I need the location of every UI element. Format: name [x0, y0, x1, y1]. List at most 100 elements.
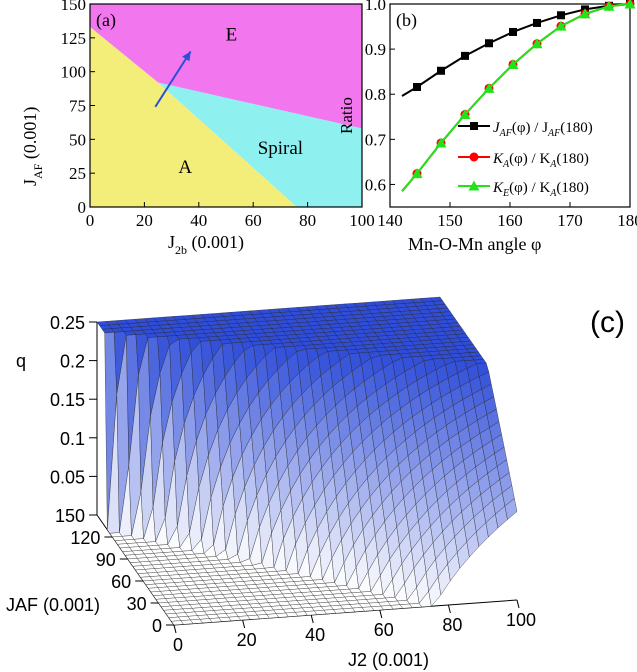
arrow-shaft: [154, 50, 192, 108]
legend-part: A: [502, 159, 510, 170]
x-tick-mark: [242, 619, 246, 629]
phase-axis-ticks: 0 20 40 60 80 100 0 25 50 75 100 125 150: [61, 0, 375, 230]
x-tick-mark: [516, 599, 520, 609]
z-tick-label: 0.05: [50, 467, 85, 487]
surface-cell: [504, 498, 518, 520]
region-a: [90, 27, 297, 207]
z-tick-label: 0.25: [50, 313, 85, 333]
y-tick-label: 150: [61, 0, 87, 14]
x-tick-label: 80: [442, 615, 462, 635]
triangle-marker: [483, 82, 495, 93]
x-tick-label: 60: [245, 211, 262, 230]
square-marker: [533, 18, 541, 27]
region-spiral: [158, 82, 362, 207]
x-tick-mark: [379, 609, 383, 619]
y-tick-label: 100: [61, 63, 87, 82]
ratio-y-axis-label: Ratio: [337, 97, 356, 134]
square-marker: [557, 11, 565, 20]
y-tick-label: 25: [69, 164, 86, 183]
y-tick-label: 0: [152, 616, 162, 636]
phase-x-axis-label: J2b (0.001): [168, 232, 244, 257]
x-tick-label: 20: [136, 211, 153, 230]
x-tick-label: 180: [617, 211, 637, 230]
legend-part: (180): [556, 151, 589, 167]
x-tick-label: 170: [557, 211, 583, 230]
legend-part: (180): [560, 120, 593, 136]
panel-label-c: (c): [590, 306, 625, 339]
phase-diagram-panel: A Spiral E 0 20 40 60 80 100 0 25 50 75 100 125 150 (a…: [20, 0, 375, 257]
triangle-marker: [555, 20, 567, 31]
region-label-e: E: [226, 25, 238, 46]
legend-part: (φ) / J: [512, 120, 548, 136]
surface-panel: 0 20 40 60 80 10003060901201500.050.10.150.20…: [6, 296, 625, 670]
legend-part: J: [493, 120, 501, 136]
y-tick-label: 125: [61, 29, 87, 48]
phase-regions: A Spiral E: [90, 4, 362, 207]
y-tick-label: 60: [111, 572, 131, 592]
triangle-marker: [603, 0, 615, 11]
phase-y-axis-label: JAF (0.001): [20, 107, 45, 186]
x-tick-label: 100: [349, 211, 375, 230]
y-tick-label: 0.7: [365, 130, 387, 149]
x-tick-label: 160: [497, 211, 523, 230]
triangle-marker: [468, 180, 480, 191]
legend-part: A: [549, 159, 557, 170]
square-marker: [470, 122, 478, 130]
square-marker: [413, 83, 421, 92]
triangle-marker: [435, 137, 447, 148]
legend-part: A: [549, 188, 557, 199]
panel-label-b: (b): [396, 10, 417, 31]
ratio-series: [401, 0, 636, 192]
legend-part: K: [492, 180, 504, 196]
surface-x-axis-label: J2 (0.001): [348, 650, 429, 670]
ratio-x-axis-label: Mn-O-Mn angle φ: [408, 234, 541, 254]
legend-part: (φ) / K: [509, 180, 550, 196]
series-2: [401, 0, 636, 192]
x-tick-label: 40: [190, 211, 207, 230]
y-tick-label: 30: [127, 594, 147, 614]
y-tick-label: 0.8: [365, 85, 386, 104]
circle-marker: [469, 152, 479, 162]
y-tick-label: 150: [55, 506, 85, 526]
legend-entry: KA(φ) / KA(180): [492, 151, 589, 170]
legend-part: (180): [556, 180, 589, 196]
surface-mesh: [96, 296, 518, 626]
y-tick-label: 0.6: [365, 175, 386, 194]
ratio-axis-ticks: 140 150 160 170 180 0.6 0.7 0.8 0.9 1.0: [365, 0, 637, 230]
surface-z-axis-label: q: [16, 351, 26, 371]
region-label-spiral: Spiral: [258, 138, 303, 159]
triangle-marker: [459, 109, 471, 120]
surface-y-axis-label: JAF (0.001): [6, 595, 100, 615]
surface-axis-ticks: 0 20 40 60 80 10003060901201500.050.10.150.20…: [50, 313, 536, 655]
triangle-marker: [411, 168, 423, 179]
series-line: [401, 3, 631, 97]
legend-entry: KE(φ) / KA(180): [492, 180, 589, 199]
x-tick-label: 100: [506, 610, 536, 630]
z-tick-label: 0.15: [50, 390, 85, 410]
z-tick-label: 0.1: [60, 429, 85, 449]
region-label-a: A: [178, 157, 192, 178]
triangle-marker: [531, 38, 543, 49]
square-marker: [437, 66, 445, 75]
x-tick-mark: [310, 614, 314, 624]
x-tick-label: 140: [377, 211, 403, 230]
legend-entry: JAF(φ) / JAF(180): [493, 120, 593, 139]
x-tick-label: 150: [437, 211, 463, 230]
y-tick-label: 0: [78, 198, 87, 217]
x-tick-mark: [447, 604, 451, 614]
legend-part: AF: [499, 128, 513, 139]
x-tick-label: 0: [173, 635, 183, 655]
panel-label-a: (a): [96, 10, 116, 31]
arrow-head: [182, 51, 191, 62]
x-tick-label: 60: [374, 620, 394, 640]
square-marker: [485, 39, 493, 48]
legend-part: K: [492, 151, 504, 167]
ratio-legend: JAF(φ) / JAF(180)KA(φ) / KA(180)KE(φ) / …: [458, 120, 593, 199]
region-e: [90, 4, 362, 129]
x-tick-label: 40: [305, 625, 325, 645]
square-marker: [461, 51, 469, 60]
x-tick-label: 80: [299, 211, 316, 230]
series-0: [401, 0, 634, 97]
y-tick-label: 120: [70, 528, 100, 548]
y-tick-label: 0.9: [365, 40, 386, 59]
